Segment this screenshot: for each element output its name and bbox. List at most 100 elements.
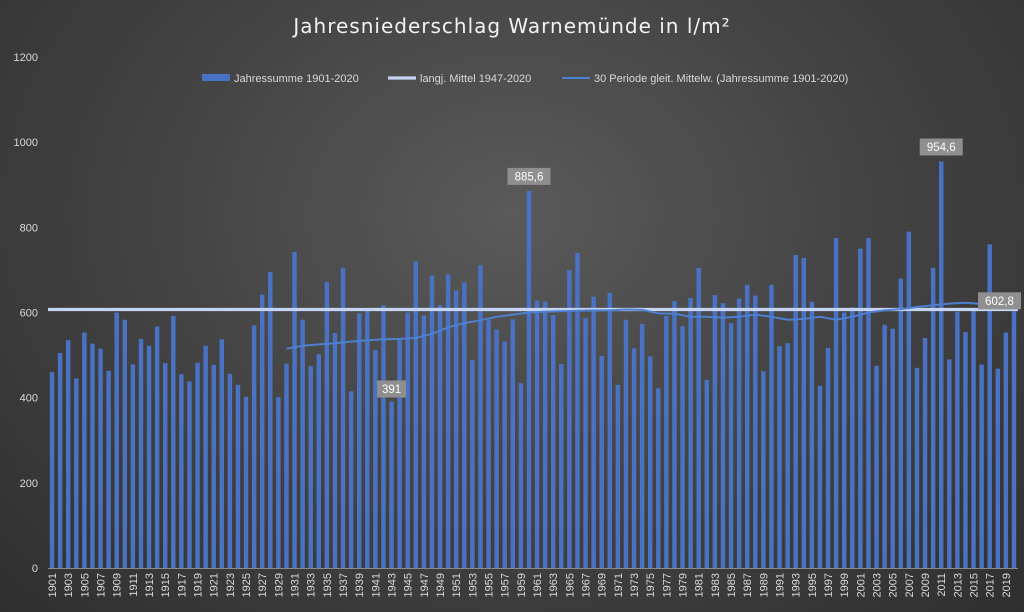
x-tick-label: 1949 xyxy=(435,573,447,597)
bar-1905 xyxy=(82,332,87,568)
y-tick-label: 0 xyxy=(32,563,38,575)
bar-1927 xyxy=(259,294,265,568)
data-label-box-1960 xyxy=(507,167,551,185)
bar-1995 xyxy=(809,301,815,568)
bar-1961 xyxy=(534,300,540,568)
bar-1906 xyxy=(90,343,95,568)
bar-2010 xyxy=(930,267,936,568)
x-tick-label: 1933 xyxy=(306,573,318,597)
x-tick-label: 2005 xyxy=(888,573,900,597)
bar-1992 xyxy=(785,343,790,568)
bar-1928 xyxy=(268,272,273,568)
x-tick-label: 1981 xyxy=(694,573,706,597)
bar-1923 xyxy=(227,373,233,568)
y-tick-label: 200 xyxy=(20,478,38,490)
bar-1986 xyxy=(736,298,742,568)
x-tick-label: 2001 xyxy=(855,573,867,597)
x-tick-label: 1945 xyxy=(403,573,415,597)
x-tick-label: 1953 xyxy=(467,573,479,597)
bar-1920 xyxy=(203,345,208,568)
bar-2002 xyxy=(866,237,871,569)
bar-1926 xyxy=(251,325,257,568)
chart-title: Jahresniederschlag Warnemünde in l/m² xyxy=(293,14,731,38)
x-tick-label: 1901 xyxy=(47,573,59,597)
bar-1948 xyxy=(429,275,435,568)
bar-1947 xyxy=(421,315,427,568)
bar-1999 xyxy=(841,312,847,568)
bar-1955 xyxy=(486,319,491,568)
x-tick-label: 1993 xyxy=(791,573,803,597)
bar-1963 xyxy=(550,315,556,568)
x-tick-label: 1907 xyxy=(96,573,108,597)
x-tick-label: 1909 xyxy=(112,573,124,597)
bar-1984 xyxy=(720,303,726,568)
bar-1943 xyxy=(389,401,394,568)
bar-1907 xyxy=(98,348,103,568)
data-label-2011: 954,6 xyxy=(927,142,956,154)
bar-1979 xyxy=(680,326,685,568)
bar-2019 xyxy=(1003,332,1009,568)
bar-2016 xyxy=(979,364,984,568)
x-tick-label: 1955 xyxy=(484,573,496,597)
bar-1996 xyxy=(817,385,823,568)
bar-1910 xyxy=(122,319,128,568)
x-tick-label: 2013 xyxy=(952,573,964,597)
bar-1909 xyxy=(114,312,119,568)
bar-1962 xyxy=(542,301,548,568)
bar-1940 xyxy=(365,308,370,568)
x-tick-label: 1965 xyxy=(564,573,576,597)
bar-1951 xyxy=(453,290,459,568)
x-tick-label: 1995 xyxy=(807,573,819,597)
bar-1913 xyxy=(146,345,152,568)
bar-1980 xyxy=(688,298,693,568)
bar-1971 xyxy=(615,384,621,568)
bar-1965 xyxy=(567,269,572,568)
bar-1922 xyxy=(219,339,225,568)
x-tick-label: 1925 xyxy=(241,573,253,597)
x-tick-label: 1991 xyxy=(775,573,787,597)
bar-1988 xyxy=(753,295,758,568)
bar-1937 xyxy=(340,267,346,568)
bar-2000 xyxy=(850,307,855,568)
x-tick-label: 1961 xyxy=(532,573,544,597)
bar-1914 xyxy=(154,326,160,568)
bar-1936 xyxy=(332,332,338,568)
x-tick-label: 1935 xyxy=(322,573,334,597)
bar-1901 xyxy=(49,372,55,568)
x-tick-label: 1937 xyxy=(338,573,350,597)
bar-1998 xyxy=(833,237,839,569)
bar-2012 xyxy=(947,359,952,568)
bar-1944 xyxy=(397,338,402,568)
bar-1912 xyxy=(138,338,144,568)
data-label-box-2011 xyxy=(919,138,963,156)
y-tick-label: 400 xyxy=(20,393,38,405)
bar-1970 xyxy=(607,292,613,568)
y-tick-label: 1000 xyxy=(14,137,38,149)
bar-2005 xyxy=(890,328,895,568)
bar-1903 xyxy=(65,340,71,568)
data-label-box-1943 xyxy=(377,380,407,398)
x-tick-label: 1967 xyxy=(581,573,593,597)
x-tick-label: 1963 xyxy=(548,573,560,597)
bar-1939 xyxy=(356,313,362,568)
x-tick-label: 1977 xyxy=(661,573,673,597)
x-tick-label: 2017 xyxy=(985,573,997,597)
bar-1933 xyxy=(308,366,313,568)
x-tick-label: 1983 xyxy=(710,573,722,597)
bar-1924 xyxy=(235,384,241,568)
bar-1904 xyxy=(74,378,79,568)
x-tick-label: 1923 xyxy=(225,573,237,597)
bar-1946 xyxy=(413,261,419,568)
bar-1972 xyxy=(623,319,629,568)
bar-2020 xyxy=(1011,311,1017,568)
x-tick-label: 1979 xyxy=(678,573,690,597)
x-tick-label: 1951 xyxy=(451,573,463,597)
bar-1954 xyxy=(478,265,483,568)
bar-2003 xyxy=(874,365,879,568)
x-tick-label: 2019 xyxy=(1001,573,1013,597)
legend-swatch-bars xyxy=(202,74,230,81)
bar-2001 xyxy=(858,248,863,569)
bar-1938 xyxy=(348,391,354,568)
x-tick-label: 1905 xyxy=(79,573,91,597)
